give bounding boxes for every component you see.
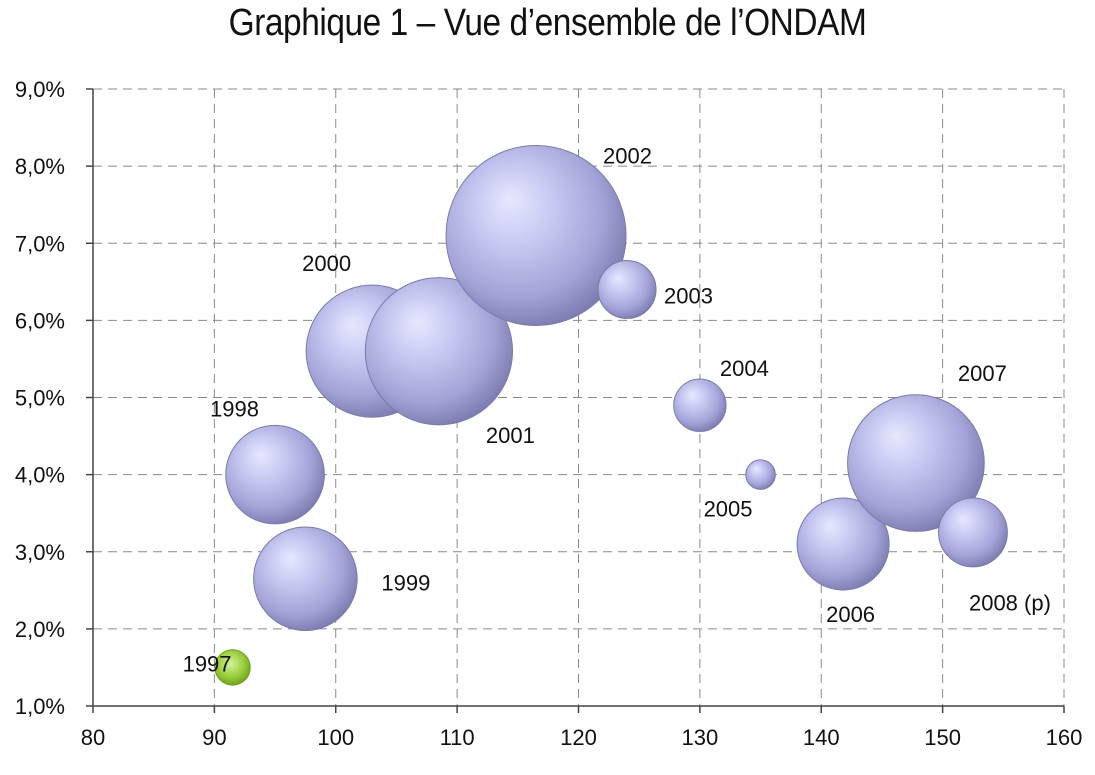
x-tick-label: 150	[924, 725, 961, 750]
y-tick-label: 9,0%	[15, 77, 65, 102]
bubble-2004	[673, 378, 727, 432]
x-tick-label: 130	[682, 725, 719, 750]
bubble-label: 1999	[381, 571, 430, 596]
bubble-1997	[214, 649, 251, 686]
bubble-2006	[796, 497, 890, 591]
x-tick-label: 120	[560, 725, 597, 750]
bubble-2008p	[938, 497, 1008, 568]
x-tick-label: 110	[440, 725, 475, 750]
bubble-2001	[364, 277, 514, 426]
bubble-label: 2000	[302, 251, 351, 276]
bubble-label: 2007	[958, 361, 1007, 386]
x-tick-label: 160	[1046, 725, 1083, 750]
bubble-2003	[597, 260, 657, 320]
bubble-label: 1997	[183, 651, 232, 676]
y-tick-label: 7,0%	[15, 231, 65, 256]
bubble-label: 1998	[210, 397, 259, 422]
bubble-label: 2004	[720, 356, 769, 381]
bubble-label: 2001	[486, 423, 535, 448]
bubble-label: 2002	[603, 144, 652, 169]
y-tick-label: 2,0%	[15, 617, 65, 642]
x-tick-label: 80	[81, 725, 105, 750]
chart-title: Graphique 1 – Vue d’ensemble de l’ONDAM	[228, 2, 867, 44]
bubble-label: 2006	[826, 602, 875, 627]
bubble-1999	[253, 526, 358, 632]
y-tick-label: 8,0%	[15, 154, 65, 179]
y-tick-label: 5,0%	[15, 386, 65, 411]
y-tick-label: 4,0%	[15, 463, 65, 488]
y-tick-label: 3,0%	[15, 540, 65, 565]
bubble-2005	[745, 459, 776, 490]
bubble-1998	[225, 424, 325, 525]
bubble-2007	[847, 394, 985, 532]
x-tick-label: 90	[202, 725, 226, 750]
bubbles	[214, 145, 1008, 686]
bubble-2002	[445, 145, 627, 327]
y-tick-label: 6,0%	[15, 308, 65, 333]
y-tick-label: 1,0%	[15, 694, 65, 719]
axes: 80 90 100 110 120 130 140 150 160 1,0% 2,0% 3,0% 4,0…	[15, 77, 1083, 750]
bubble-label: 2003	[664, 284, 713, 309]
bubble-labels: 1997 1998 1999 2000 2001 2002 2003 2004 2005 2006…	[183, 144, 1051, 677]
bubble-label: 2005	[704, 497, 753, 522]
bubble-label: 2008 (p)	[969, 590, 1051, 615]
x-tick-label: 100	[317, 725, 354, 750]
x-tick-label: 140	[803, 725, 840, 750]
